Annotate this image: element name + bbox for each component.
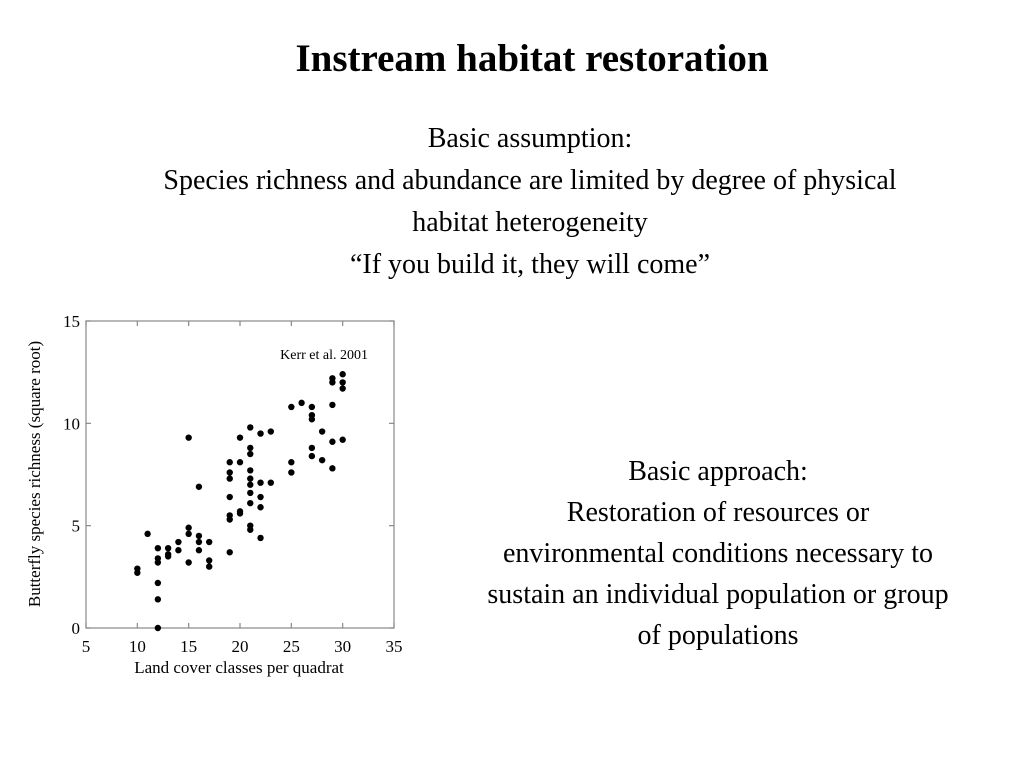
approach-line-2: environmental conditions necessary to bbox=[503, 538, 933, 569]
x-tick-label: 20 bbox=[232, 637, 249, 656]
data-point bbox=[298, 399, 305, 407]
data-point bbox=[206, 557, 213, 564]
data-point bbox=[226, 493, 233, 501]
data-point bbox=[247, 424, 254, 431]
data-point bbox=[185, 559, 192, 566]
data-point bbox=[185, 524, 192, 531]
data-point bbox=[267, 428, 274, 435]
x-tick-label: 35 bbox=[386, 637, 403, 656]
assumption-block: Basic assumption: Species richness and a… bbox=[60, 118, 1000, 286]
data-point bbox=[257, 430, 264, 437]
data-point bbox=[195, 532, 203, 540]
y-axis-label: Butterfly species richness (square root) bbox=[25, 341, 44, 607]
approach-block: Basic approach: Restoration of resources… bbox=[432, 451, 1004, 656]
data-point bbox=[329, 401, 336, 409]
data-point bbox=[154, 555, 162, 562]
data-point bbox=[247, 444, 254, 452]
data-point bbox=[226, 469, 233, 476]
y-tick-label: 15 bbox=[63, 312, 80, 331]
data-point bbox=[236, 434, 244, 441]
data-point bbox=[257, 504, 264, 511]
data-point bbox=[329, 438, 336, 445]
data-point bbox=[195, 538, 203, 546]
data-point bbox=[175, 538, 182, 546]
data-point bbox=[154, 624, 162, 632]
data-point bbox=[288, 469, 295, 476]
data-point bbox=[247, 467, 254, 474]
data-point bbox=[247, 522, 254, 529]
data-point bbox=[164, 544, 172, 552]
data-point bbox=[308, 403, 316, 411]
x-axis-label: Land cover classes per quadrat bbox=[134, 658, 344, 677]
assumption-line-1: Species richness and abundance are limit… bbox=[163, 165, 897, 196]
data-point bbox=[226, 459, 233, 466]
approach-heading: Basic approach: bbox=[628, 456, 808, 487]
data-points bbox=[134, 371, 346, 632]
data-point bbox=[318, 456, 326, 464]
approach-line-3: sustain an individual population or grou… bbox=[487, 579, 949, 610]
x-tick-label: 15 bbox=[180, 637, 197, 656]
assumption-line-2: habitat heterogeneity bbox=[412, 207, 648, 238]
x-tick-label: 25 bbox=[283, 637, 300, 656]
data-point bbox=[154, 596, 162, 603]
data-point bbox=[339, 371, 346, 378]
data-point bbox=[247, 475, 254, 482]
data-point bbox=[288, 459, 295, 466]
data-point bbox=[318, 428, 326, 435]
data-point bbox=[154, 579, 162, 587]
data-point bbox=[206, 538, 213, 546]
data-point bbox=[247, 499, 254, 507]
data-point bbox=[206, 563, 213, 570]
x-tick-label: 5 bbox=[82, 637, 91, 656]
data-point bbox=[236, 459, 244, 466]
slide-title: Instream habitat restoration bbox=[295, 37, 769, 80]
assumption-quote: “If you build it, they will come” bbox=[349, 249, 711, 280]
y-tick-label: 10 bbox=[63, 414, 80, 433]
data-point bbox=[308, 411, 316, 419]
data-point bbox=[195, 547, 203, 554]
data-point bbox=[339, 385, 346, 392]
data-point bbox=[195, 483, 203, 490]
y-tick-label: 5 bbox=[72, 517, 81, 536]
chart-annotation: Kerr et al. 2001 bbox=[280, 348, 368, 363]
data-point bbox=[257, 493, 264, 501]
approach-line-4: of populations bbox=[637, 620, 799, 651]
data-point bbox=[247, 489, 254, 497]
x-tick-label: 10 bbox=[129, 637, 146, 656]
data-point bbox=[308, 452, 316, 460]
data-point bbox=[134, 569, 141, 576]
data-point bbox=[226, 549, 233, 556]
y-tick-label: 0 bbox=[72, 619, 81, 638]
data-point bbox=[164, 553, 172, 560]
data-point bbox=[185, 530, 192, 538]
data-point bbox=[329, 465, 336, 472]
data-point bbox=[257, 479, 264, 486]
data-point bbox=[329, 375, 336, 382]
data-point bbox=[144, 530, 151, 538]
data-point bbox=[226, 512, 233, 519]
data-point bbox=[175, 547, 182, 554]
data-point bbox=[257, 534, 264, 542]
assumption-heading: Basic assumption: bbox=[427, 123, 633, 154]
data-point bbox=[226, 475, 233, 482]
approach-line-1: Restoration of resources or bbox=[566, 497, 870, 528]
data-point bbox=[236, 508, 244, 515]
data-point bbox=[267, 479, 274, 486]
x-tick-label: 30 bbox=[334, 637, 351, 656]
data-point bbox=[308, 444, 316, 452]
data-point bbox=[339, 436, 346, 443]
data-point bbox=[247, 450, 254, 458]
data-point bbox=[154, 544, 162, 552]
data-point bbox=[247, 481, 254, 488]
data-point bbox=[339, 379, 346, 386]
plot-frame bbox=[85, 320, 395, 629]
data-point bbox=[185, 434, 192, 441]
data-point bbox=[288, 403, 295, 411]
